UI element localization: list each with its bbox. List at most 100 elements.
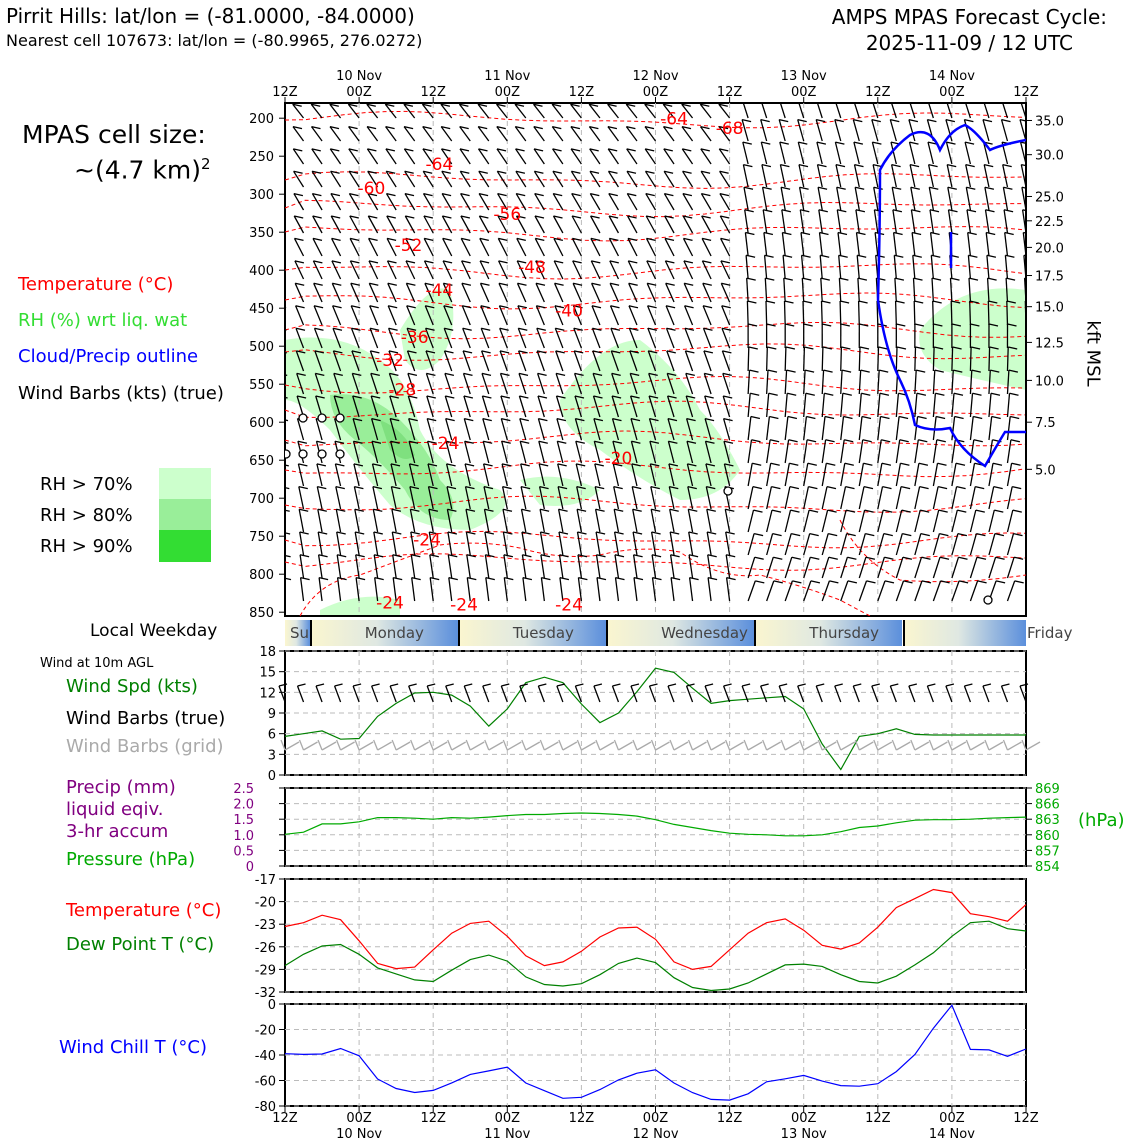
wind-barb-flag [900,462,910,466]
wind-barb-flag [613,485,623,490]
wind-barb-flag [855,209,866,213]
wind-barb [515,170,527,188]
wind-barb [352,395,360,418]
wind-barb-flag [496,103,506,107]
wind-barb-flag [844,462,854,466]
wind-barb-flag [964,141,975,145]
precip-tick-label: 1.0 [233,829,254,844]
surface-barb-grid-flag [984,739,990,751]
wind-barb-flag [615,576,625,581]
wind-barb [687,486,694,510]
wind-barb [554,305,564,326]
wind-barb-flag [355,531,365,535]
wind-barb-flag [557,440,567,444]
wind-barb-flag [535,282,546,286]
wind-speed-tick-label: 18 [259,645,276,660]
wind-barb [969,533,978,556]
wind-barb-flag [389,395,399,399]
wind-barb [914,463,920,487]
wind-barb-flag [881,462,892,466]
wind-barb [292,103,305,119]
wind-barb [330,193,342,211]
wind-barb-flag [935,415,946,420]
wind-barb [1020,164,1026,188]
wind-barb-flag [332,327,343,331]
wind-barb-flag [406,305,416,309]
wind-barb [296,373,305,395]
wind-barb-flag [614,508,624,512]
wind-barb-flag [608,148,618,152]
wind-barb-flag [519,417,529,422]
surface-barb-true-flag [964,683,973,687]
wind-barb-flag [704,417,715,422]
wind-barb-flag [515,170,526,174]
wind-barb [666,350,675,372]
wind-barb [293,215,305,234]
wind-barb [500,395,508,418]
wind-barb-flag [295,282,305,286]
bottom-time-label: 00Z [643,1111,669,1126]
surface-barb-true [278,685,286,703]
wind-barb-flag [351,305,361,309]
wind-barb [722,418,731,441]
wind-barb [798,187,805,211]
wind-barb [519,418,527,441]
wind-barb-flag [313,282,323,286]
wind-barb-flag [533,125,543,130]
wind-barb-flag [315,395,325,399]
wind-barb-flag [535,237,545,242]
wind-barb [371,463,379,487]
wind-barb-flag [627,215,637,219]
wind-barb-flag [845,509,856,513]
wind-barb-flag [684,327,695,331]
wind-barb-flag [392,531,402,535]
weekday-separator [309,620,312,646]
wind-barb [574,395,583,418]
wind-barb [422,193,434,211]
wind-barb-flag [792,580,802,584]
wind-barb [951,439,956,464]
wind-barb-flag [995,580,1006,584]
wind-barb [312,260,323,280]
wind-barb [369,305,379,326]
wind-barb [932,580,942,602]
surface-barb-true [296,685,305,703]
wind-barb-flag [1023,231,1026,234]
wind-barb-flag [612,417,622,422]
wind-barb-flag [965,163,975,168]
surface-barb-true-flag [853,683,862,687]
wind-barb-flag [917,415,927,420]
wind-barb [1006,580,1016,602]
surface-barb-grid-flag [817,739,823,751]
wind-barb [484,554,490,579]
wind-barb-flag [444,350,454,354]
wind-barb-flag [514,103,525,107]
wind-barb [858,557,867,579]
wind-barb-flag [995,556,1005,560]
wind-barb-flag [388,305,398,309]
wind-barb-flag [780,163,790,168]
top-time-label: 12Z [717,85,743,100]
wind-barb [908,141,916,165]
top-time-label: 00Z [643,85,669,100]
wind-barb-flag [573,327,583,331]
surface-barb-grid [803,741,819,751]
wind-barb-flag [498,282,509,286]
top-time-label: 00Z [791,85,817,100]
wind-barb-flag [884,580,895,584]
wind-barb [766,416,771,441]
wind-barb [858,370,862,395]
surface-barb-grid [303,741,318,751]
wind-barb [983,164,990,188]
wind-barb [784,509,792,533]
temperature-contour-label: -68 [716,119,744,139]
wind-barb [699,126,712,142]
wind-barb [479,238,490,257]
wind-barb [368,260,379,280]
wind-barb [877,580,886,602]
wind-barb-flag [1010,415,1020,420]
wind-barbs-grid-label: Wind Barbs (grid) [66,736,224,757]
wind-barb [932,486,939,510]
wind-barb-flag [348,148,358,152]
wind-barb-flag [791,532,801,537]
